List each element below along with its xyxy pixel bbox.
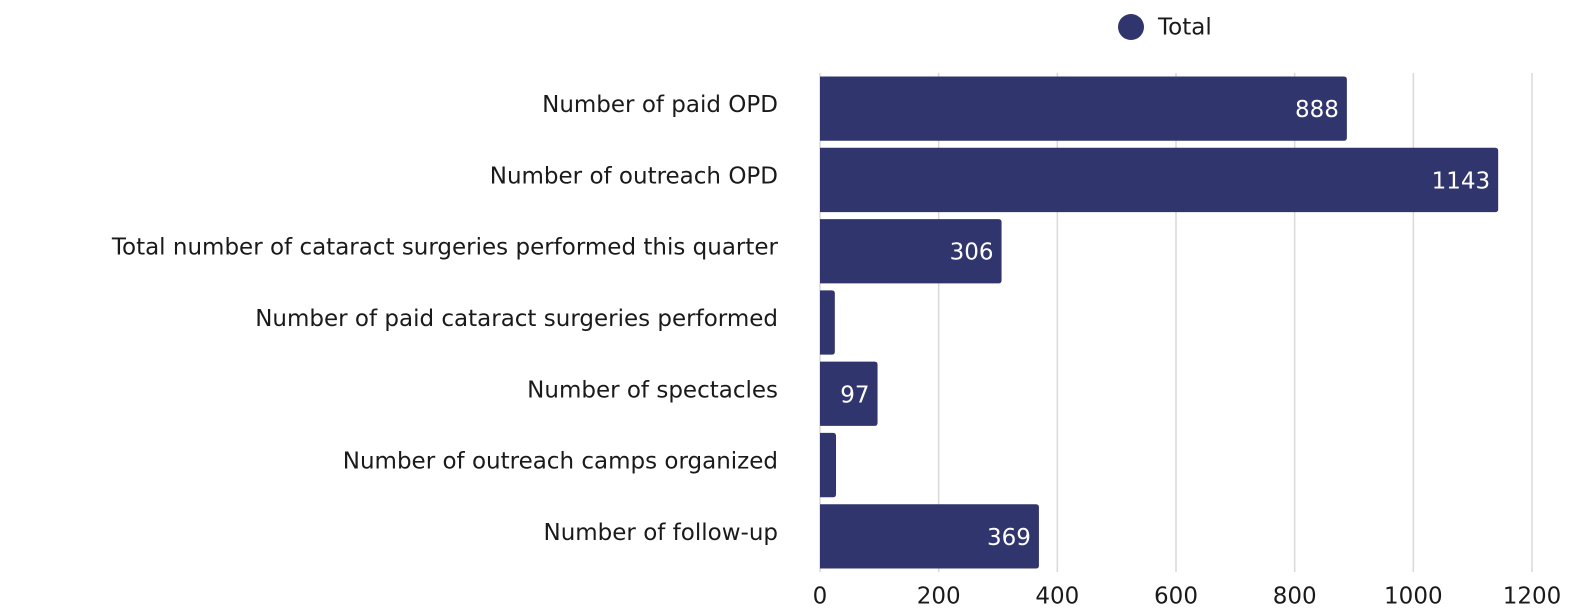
x-tick-label: 0 xyxy=(813,584,828,609)
bar xyxy=(820,290,835,355)
value-label: 888 xyxy=(1295,97,1339,123)
x-tick-label: 1200 xyxy=(1503,584,1562,609)
value-label: 97 xyxy=(840,382,869,408)
bar xyxy=(820,219,1002,284)
y-tick-label: Number of paid OPD xyxy=(542,92,778,118)
y-tick-label: Total number of cataract surgeries perfo… xyxy=(111,235,779,261)
y-tick-label: Number of outreach camps organized xyxy=(343,449,778,475)
bar xyxy=(820,361,878,426)
bar xyxy=(820,432,837,498)
y-tick-label: Number of outreach OPD xyxy=(490,163,778,189)
y-tick-label: Number of spectacles xyxy=(527,377,778,403)
value-label: 1143 xyxy=(1432,168,1491,194)
x-tick-label: 400 xyxy=(1035,584,1079,609)
y-tick-label: Number of follow-up xyxy=(544,520,779,546)
bar xyxy=(820,147,1499,213)
value-label: 306 xyxy=(950,240,994,266)
value-label: 369 xyxy=(987,525,1031,551)
x-tick-label: 1000 xyxy=(1384,584,1443,609)
x-tick-label: 200 xyxy=(917,584,961,609)
legend-label: Total xyxy=(1157,15,1212,41)
x-tick-label: 600 xyxy=(1154,584,1198,609)
y-tick-label: Number of paid cataract surgeries perfor… xyxy=(255,306,778,332)
x-tick-label: 800 xyxy=(1273,584,1317,609)
bar xyxy=(820,76,1347,141)
bar xyxy=(820,504,1039,569)
legend-swatch xyxy=(1118,14,1144,40)
